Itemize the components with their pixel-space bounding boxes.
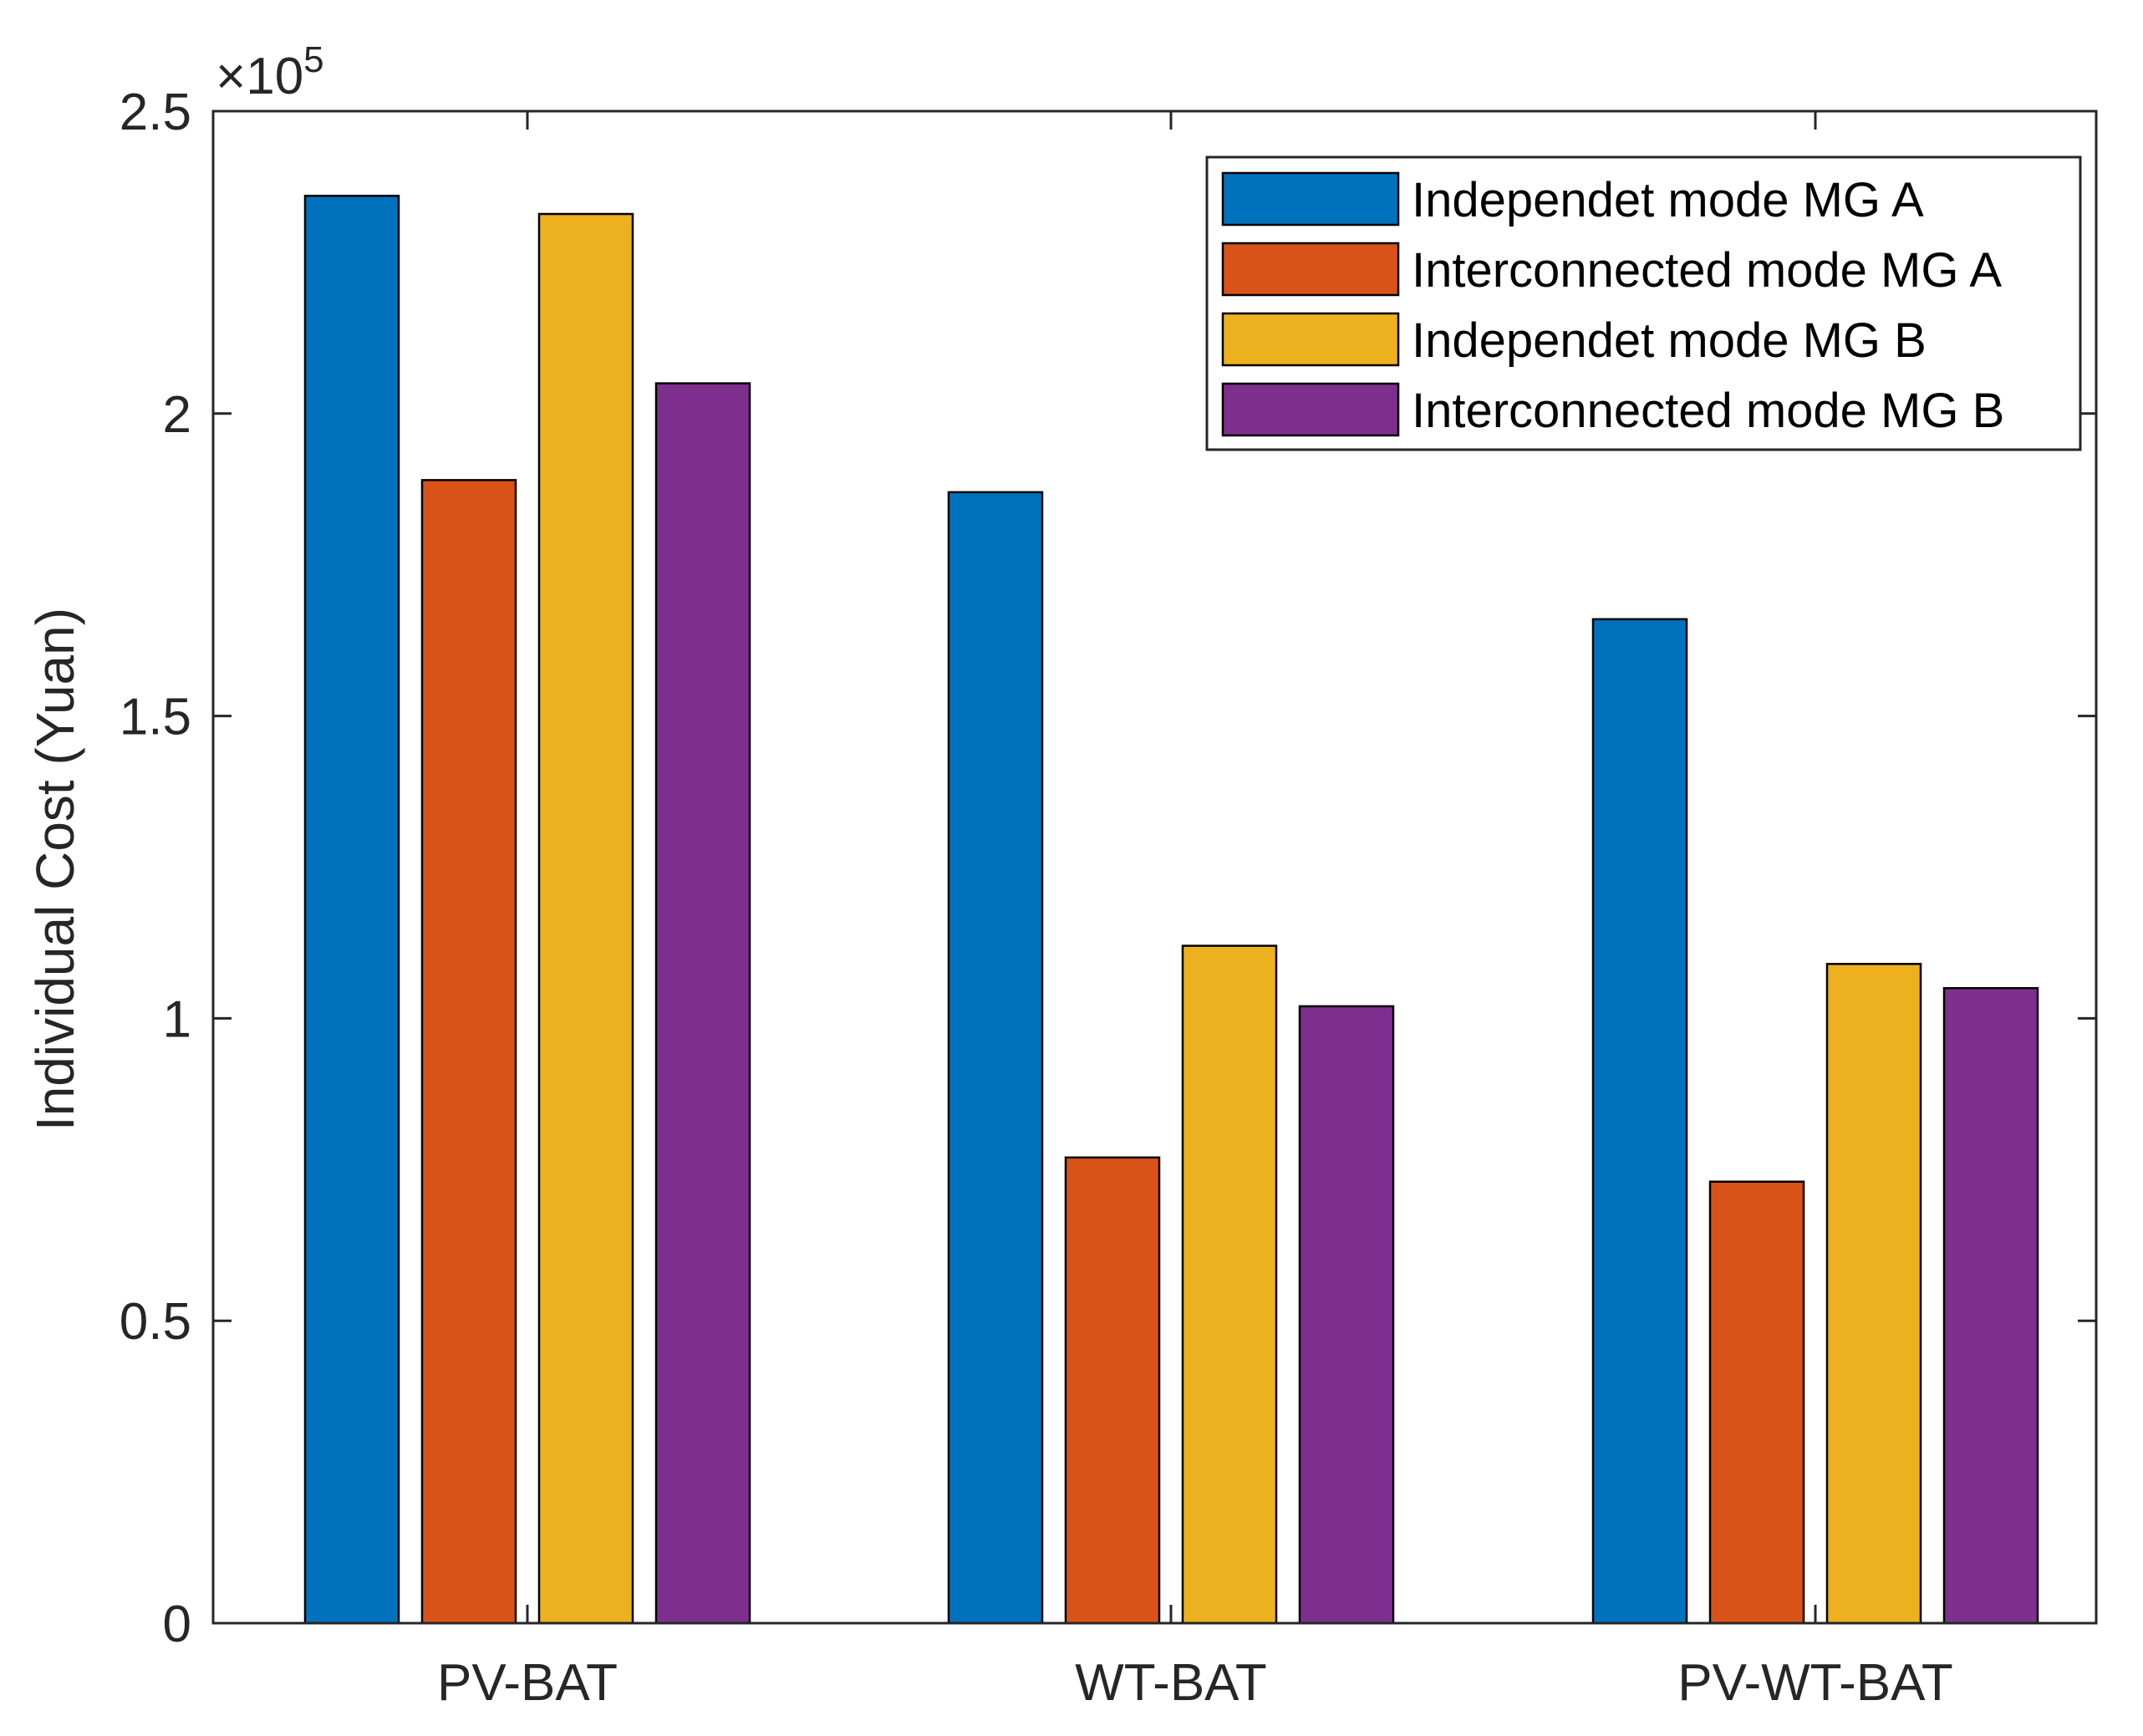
bar-wt-bat-series-1: [947, 491, 1044, 1625]
legend-swatch: [1221, 312, 1400, 367]
bar-wt-bat-series-3: [1181, 944, 1278, 1625]
legend-label: Interconnected mode MG A: [1412, 243, 2002, 298]
bar-pv-wt-bat-series-4: [1942, 986, 2039, 1625]
bar-pv-bat-series-3: [537, 212, 634, 1625]
legend-swatch: [1221, 171, 1400, 227]
exponent-power: 5: [303, 39, 323, 80]
legend: Independet mode MG A Interconnected mode …: [1205, 155, 2082, 451]
exponent-base: ×10: [216, 48, 303, 105]
bar-pv-wt-bat-series-1: [1591, 618, 1688, 1625]
y-tick-labels: 0 0.5 1 1.5 2 2.5: [120, 84, 191, 1653]
y-tick-label: 0: [163, 1596, 191, 1653]
y-tick-label: 0.5: [120, 1293, 191, 1351]
legend-swatch: [1221, 242, 1400, 297]
bar-pv-bat-series-1: [303, 195, 400, 1625]
bar-wt-bat-series-4: [1298, 1005, 1395, 1625]
bar-pv-wt-bat-series-3: [1825, 963, 1922, 1625]
x-tick-label: PV-BAT: [437, 1654, 618, 1712]
y-tick-label: 2: [163, 386, 191, 444]
bar-wt-bat-series-2: [1064, 1156, 1161, 1625]
y-tick-label: 2.5: [120, 84, 191, 141]
bar-pv-bat-series-2: [420, 479, 517, 1625]
y-axis-exponent: ×105: [216, 39, 324, 105]
x-tick-label: WT-BAT: [1075, 1654, 1267, 1712]
ticks-group: [213, 109, 2096, 1625]
y-tick-label: 1: [163, 990, 191, 1048]
legend-label: Interconnected mode MG B: [1412, 384, 2004, 438]
legend-label: Independet mode MG B: [1412, 313, 1927, 368]
legend-swatch: [1221, 382, 1400, 437]
legend-label: Independet mode MG A: [1412, 173, 1924, 227]
y-tick-label: 1.5: [120, 689, 191, 746]
bars-group: [303, 195, 2039, 1625]
bar-pv-bat-series-4: [654, 382, 751, 1625]
x-tick-labels: PV-BAT WT-BAT PV-WT-BAT: [437, 1654, 1953, 1712]
bar-pv-wt-bat-series-2: [1708, 1180, 1805, 1625]
y-axis-title: Individual Cost (Yuan): [25, 608, 85, 1131]
axes-box: [211, 109, 2098, 1625]
x-tick-label: PV-WT-BAT: [1677, 1654, 1953, 1712]
